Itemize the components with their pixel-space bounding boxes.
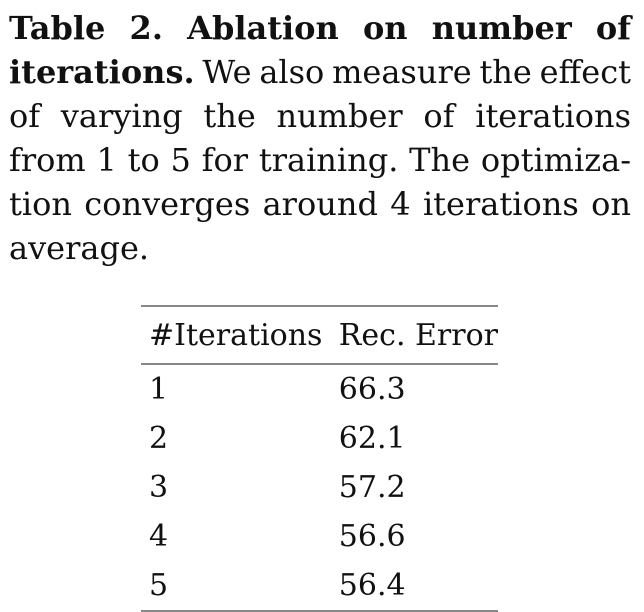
caption-word: iterations (422, 185, 579, 223)
caption-word: to (127, 141, 160, 179)
cell-iterations: 2 (149, 421, 169, 456)
caption-word: effect (539, 53, 631, 91)
results-table: #Iterations Rec. Error 1 66.3 2 62.1 3 5… (141, 305, 498, 612)
cell-rec-error: 62.1 (338, 421, 406, 456)
caption-word: iterations. (9, 53, 195, 91)
cell-iterations: 5 (149, 568, 169, 603)
caption-word: 5 (170, 141, 191, 179)
caption-word: 1 (96, 141, 117, 179)
caption-word: also (259, 53, 325, 91)
caption-line-4: from 1 to 5 for training. The optimiza- (9, 138, 631, 182)
caption-word: converges (84, 185, 251, 223)
caption-word: training. (258, 141, 399, 179)
caption-word: around (262, 185, 378, 223)
caption-word: iterations (475, 97, 631, 135)
table-header-row: #Iterations Rec. Error (141, 306, 498, 364)
caption-line-2: iterations. We also measure the effect (9, 50, 631, 94)
cell-rec-error: 56.6 (338, 519, 406, 554)
cell-rec-error: 57.2 (338, 470, 406, 505)
caption-word: Table (9, 9, 106, 47)
caption-word: the (203, 97, 256, 135)
caption-word: We (202, 53, 252, 91)
cell-iterations: 1 (149, 372, 169, 407)
caption-word: of (595, 9, 631, 47)
caption-word: The (409, 141, 471, 179)
caption-word: optimiza- (480, 141, 631, 179)
caption-word: from (9, 141, 86, 179)
caption-word: tion (9, 185, 72, 223)
header-rec-error: Rec. Error (338, 317, 498, 353)
caption-word: Ablation (187, 9, 339, 47)
caption-word: number (431, 9, 572, 47)
caption-word: on (362, 9, 408, 47)
caption-word: of (9, 97, 41, 135)
cell-rec-error: 56.4 (338, 568, 406, 603)
caption-word: measure (332, 53, 472, 91)
table-caption: Table 2. Ablation on number of iteration… (9, 6, 631, 270)
results-table-container: #Iterations Rec. Error 1 66.3 2 62.1 3 5… (141, 305, 498, 612)
caption-word: for (201, 141, 249, 179)
caption-word: varying (60, 97, 183, 135)
table-row: 4 56.6 (141, 512, 498, 561)
caption-line-1: Table 2. Ablation on number of (9, 6, 631, 50)
caption-word: average. (9, 229, 150, 267)
caption-word: number (276, 97, 403, 135)
caption-word: 2. (129, 9, 163, 47)
cell-iterations: 3 (149, 470, 169, 505)
caption-word: of (423, 97, 455, 135)
cell-rec-error: 66.3 (338, 372, 406, 407)
header-iterations: #Iterations (149, 317, 323, 353)
table-row: 2 62.1 (141, 414, 498, 463)
caption-word: the (479, 53, 532, 91)
caption-line-6: average. (9, 226, 631, 270)
table-row: 3 57.2 (141, 463, 498, 512)
caption-word: on (591, 185, 631, 223)
table-row: 1 66.3 (141, 364, 498, 414)
caption-word: 4 (390, 185, 411, 223)
cell-iterations: 4 (149, 519, 169, 554)
caption-line-5: tion converges around 4 iterations on (9, 182, 631, 226)
table-row: 5 56.4 (141, 561, 498, 611)
caption-line-3: of varying the number of iterations (9, 94, 631, 138)
